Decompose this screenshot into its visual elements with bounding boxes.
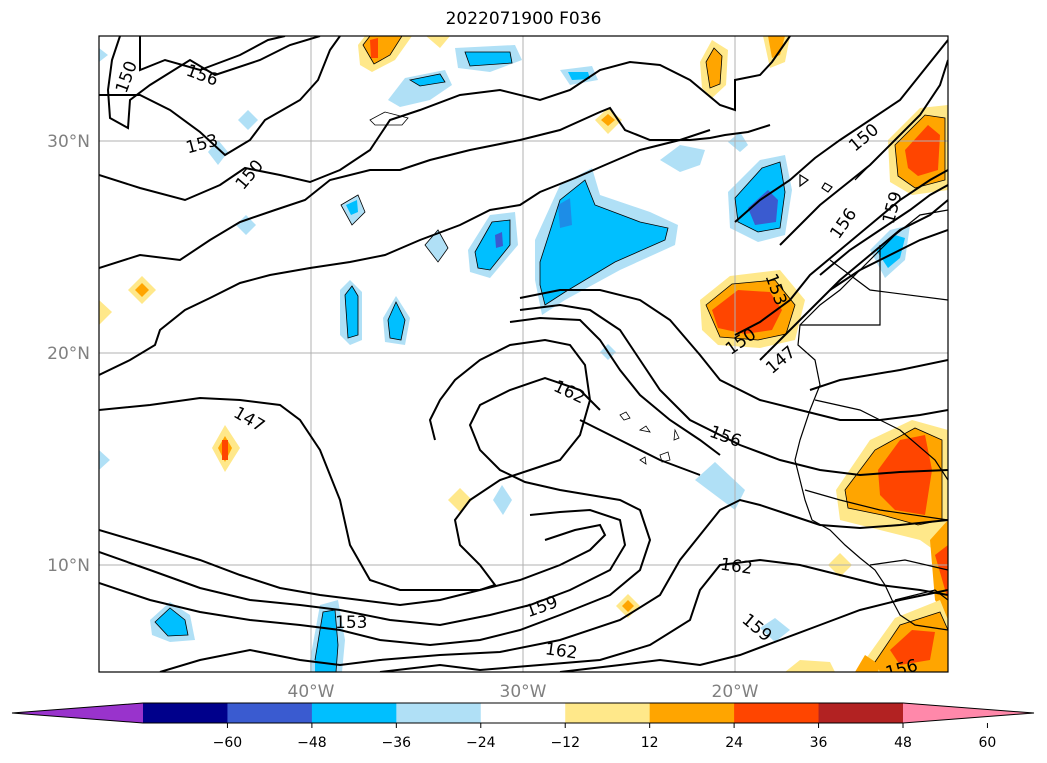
positive-anomaly-patches [99, 36, 948, 672]
colorbar-tick-label: 24 [725, 735, 743, 751]
contour-label: 162 [544, 639, 579, 663]
anomaly-outlines [154, 36, 948, 672]
lon-label-20w: 20°W [712, 682, 759, 702]
latitude-labels: 30°N 20°N 10°N [47, 132, 90, 576]
contour-label: 162 [719, 555, 754, 579]
lat-label-10n: 10°N [47, 556, 90, 576]
colorbar-tick-label: 12 [641, 735, 659, 751]
lat-label-20n: 20°N [47, 344, 90, 364]
colorbar-tick-label: −12 [550, 735, 580, 751]
colorbar-segment [818, 703, 904, 723]
colorbar-tick-label: 60 [979, 735, 997, 751]
colorbar-tick-label: −36 [382, 735, 412, 751]
longitude-labels: 40°W 30°W 20°W [288, 682, 759, 702]
map-title: 2022071900 F036 [445, 9, 602, 29]
colorbar-segment [649, 703, 735, 723]
colorbar-tick-label: −60 [213, 735, 243, 751]
colorbar-segment [734, 703, 820, 723]
colorbar-tick-label: −24 [466, 735, 496, 751]
lon-label-40w: 40°W [288, 682, 335, 702]
colorbar-extend-max [903, 703, 1034, 723]
colorbar-tick-label: −48 [297, 735, 327, 751]
height-contours [99, 36, 948, 672]
lon-label-30w: 30°W [500, 682, 547, 702]
colorbar-tick-label: 48 [894, 735, 912, 751]
colorbar-segment [311, 703, 397, 723]
colorbar-segment [396, 703, 482, 723]
colorbar-tick-label: 36 [810, 735, 828, 751]
colorbar-segment [143, 703, 228, 723]
colorbar-outline [11, 702, 1035, 724]
colorbar-segment [480, 703, 566, 723]
lat-label-30n: 30°N [47, 132, 90, 152]
colorbar-extend-min [12, 703, 143, 723]
colorbar: −60 −48 −36 −24 −12 12 24 36 48 60 [11, 702, 1035, 751]
contour-label: 153 [335, 613, 367, 633]
colorbar-segment [227, 703, 313, 723]
map-frame [98, 35, 949, 673]
colorbar-segment [565, 703, 651, 723]
